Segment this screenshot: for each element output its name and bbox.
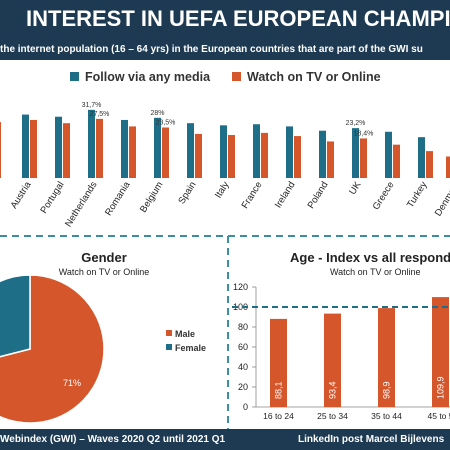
tick-label-italy: Italy [213, 180, 232, 201]
bar-watch-uk [360, 138, 367, 178]
tick-label-netherlands: Netherlands [63, 180, 100, 229]
pie-legend-swatch-female [166, 344, 172, 350]
pie-legend-label-female: Female [175, 343, 206, 353]
tick-label-greece: Greece [371, 180, 397, 212]
tick-label-turkey: Turkey [405, 180, 430, 210]
age-ytick-100: 100 [233, 302, 248, 312]
tick-label-portugal: Portugal [38, 180, 66, 216]
age-ytick-60: 60 [238, 342, 248, 352]
age-value-label-3: 109,9 [436, 376, 446, 399]
pie-slice-male [0, 274, 105, 424]
tick-label-belgium: Belgium [138, 180, 166, 215]
bar-watch-france [261, 132, 268, 178]
age-ytick-120: 120 [233, 282, 248, 292]
bar-follow-france [253, 124, 260, 178]
bar-watch-greece [393, 144, 400, 178]
bar-follow-portugal [55, 116, 62, 178]
footer-source: Webindex (GWI) – Waves 2020 Q2 until 202… [0, 434, 226, 445]
data-label-uk-0: 23,2% [346, 120, 366, 127]
bar-follow-uk [352, 128, 359, 178]
page-title: INTEREST IN UEFA EUROPEAN CHAMPIONSHIP [26, 6, 450, 31]
data-label-uk-1: 18,4% [354, 130, 374, 137]
bar-watch-italy [228, 135, 235, 178]
bar-watch-netherlands [96, 118, 103, 178]
data-label-belgium-1: 23,5% [156, 119, 176, 126]
age-ytick-0: 0 [243, 402, 248, 412]
age-bar-0 [270, 318, 287, 407]
tick-label-ireland: Ireland [273, 180, 298, 210]
age-bar-1 [324, 313, 341, 407]
pie-legend-label-male: Male [175, 329, 195, 339]
tick-label-france: France [240, 180, 265, 211]
bar-follow-austria [22, 114, 29, 178]
bar-watch-partial [0, 122, 1, 178]
tick-label-spain: Spain [176, 180, 198, 206]
bar-follow-turkey [418, 137, 425, 178]
tick-label-uk: UK [347, 179, 364, 197]
age-value-label-2: 98,9 [382, 381, 392, 399]
bar-watch-portugal [63, 123, 70, 178]
pie-legend-swatch-male [166, 330, 172, 336]
pie-title: Gender [81, 250, 127, 265]
bar-follow-poland [319, 130, 326, 178]
tick-label-denmark: Denmark [433, 180, 450, 219]
age-xtick-0: 16 to 24 [263, 411, 294, 421]
age-ytick-20: 20 [238, 382, 248, 392]
age-ytick-40: 40 [238, 362, 248, 372]
bar-follow-ireland [286, 126, 293, 178]
bar-watch-belgium [162, 127, 169, 178]
tick-label-austria: Austria [9, 179, 34, 211]
age-xtick-3: 45 to 5 [428, 411, 450, 421]
age-xtick-1: 25 to 34 [317, 411, 348, 421]
bar-watch-austria [30, 119, 37, 178]
pie-value-label-male: 71% [63, 378, 81, 388]
age-value-label-1: 93,4 [328, 381, 338, 399]
legend-label-follow: Follow via any media [85, 70, 211, 84]
tick-label-romania: Romania [103, 179, 133, 218]
country-bar-chart: Follow via any media Watch on TV or Onlin… [0, 70, 450, 229]
bar-follow-spain [187, 123, 194, 178]
bar-follow-italy [220, 125, 227, 178]
bottom-charts-panel: Gender Watch on TV or Online 71% Male Female… [0, 234, 450, 429]
age-ytick-80: 80 [238, 322, 248, 332]
bar-watch-turkey [426, 151, 433, 178]
pie-slice-female [0, 274, 31, 358]
gender-pie-chart: Gender Watch on TV or Online 71% Male Female… [0, 235, 450, 429]
bar-watch-ireland [294, 136, 301, 178]
age-bar-3 [432, 297, 449, 407]
bar-follow-belgium [154, 117, 161, 178]
age-title: Age - Index vs all responde [290, 250, 450, 265]
footer: Webindex (GWI) – Waves 2020 Q2 until 202… [0, 429, 450, 450]
bar-watch-romania [129, 126, 136, 178]
footer-credit: LinkedIn post Marcel Bijlevens [298, 434, 445, 445]
bar-watch-partial-right [446, 156, 450, 178]
age-subtitle: Watch on TV or Online [330, 267, 421, 277]
bar-follow-romania [121, 119, 128, 178]
bar-follow-netherlands [88, 109, 95, 178]
age-bar-2 [378, 308, 395, 407]
legend-swatch-follow [70, 72, 79, 81]
bar-watch-poland [327, 141, 334, 178]
bar-follow-greece [385, 131, 392, 178]
pie-subtitle: Watch on TV or Online [59, 267, 150, 277]
data-label-netherlands-1: 27,5% [90, 111, 110, 118]
age-value-label-0: 88,1 [274, 381, 284, 399]
legend-swatch-watch [232, 72, 241, 81]
legend-label-watch: Watch on TV or Online [247, 70, 381, 84]
tick-label-poland: Poland [306, 180, 331, 211]
bar-watch-spain [195, 133, 202, 178]
data-label-belgium-0: 28% [150, 110, 164, 117]
age-xtick-2: 35 to 44 [371, 411, 402, 421]
data-label-netherlands-0: 31,7% [82, 102, 102, 109]
page-subtitle: the internet population (16 – 64 yrs) in… [0, 44, 423, 55]
